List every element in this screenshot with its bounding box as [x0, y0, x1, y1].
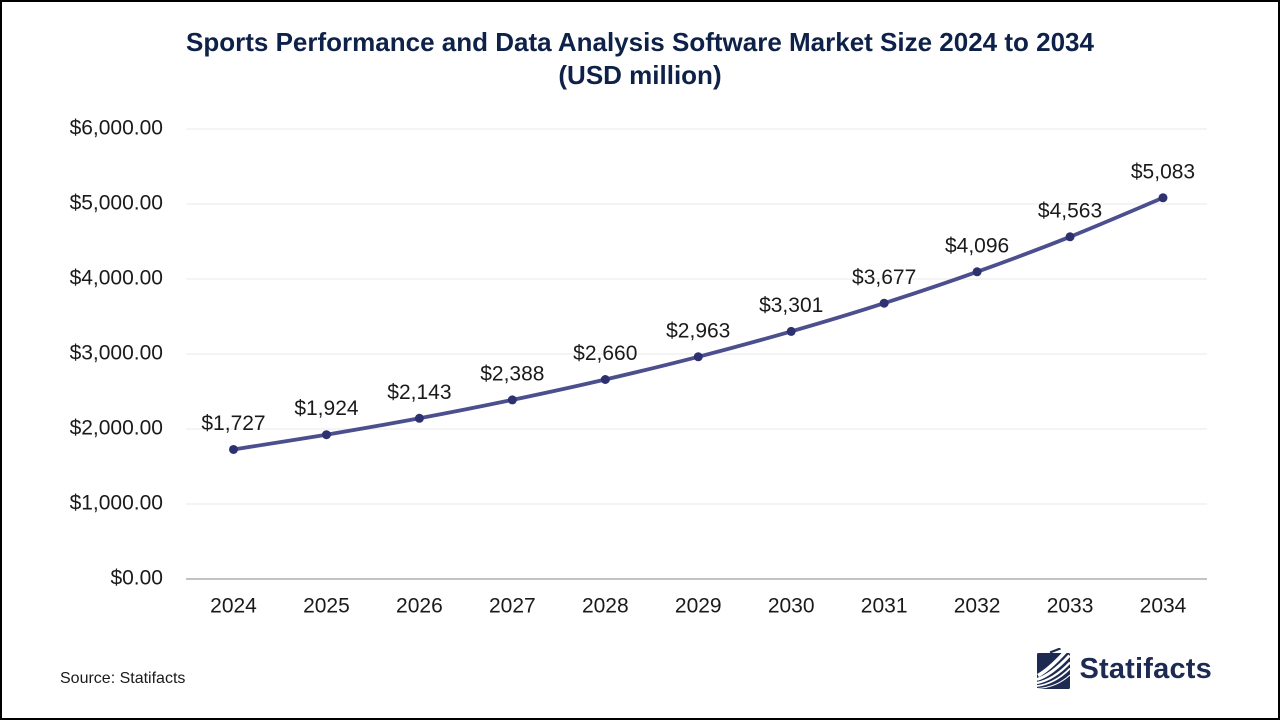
y-axis-tick-label: $3,000.00 [70, 342, 163, 365]
x-axis-label: 2033 [1047, 595, 1094, 618]
chart-title: Sports Performance and Data Analysis Sof… [2, 26, 1278, 92]
data-point-marker [229, 444, 238, 454]
data-point-label: $2,660 [573, 342, 637, 365]
source-note: Source: Statifacts [60, 670, 186, 687]
x-axis-label: 2026 [396, 595, 443, 618]
data-point-label: $3,301 [759, 294, 823, 317]
x-axis-label: 2027 [489, 595, 536, 618]
data-point-marker [507, 395, 517, 405]
data-point-label: $4,563 [1038, 199, 1102, 222]
data-point-marker [1158, 193, 1168, 203]
y-axis-tick-label: $0.00 [110, 567, 163, 590]
data-point-label: $1,727 [201, 412, 265, 435]
y-axis-tick-label: $1,000.00 [70, 492, 163, 515]
data-point-marker [786, 326, 796, 336]
x-axis-label: 2031 [861, 595, 908, 618]
x-axis-label: 2030 [768, 595, 815, 618]
x-axis-label: 2028 [582, 595, 629, 618]
y-axis-tick-label: $5,000.00 [70, 192, 163, 215]
x-axis-label: 2025 [303, 595, 350, 618]
y-axis-tick-label: $4,000.00 [70, 267, 163, 290]
data-point-marker [321, 430, 331, 440]
data-point-marker [414, 413, 424, 423]
x-axis-label: 2034 [1140, 595, 1187, 618]
chart-title-line2: (USD million) [558, 60, 722, 90]
x-axis-label: 2024 [210, 595, 257, 618]
data-point-label: $5,083 [1131, 160, 1195, 183]
data-point-marker [1065, 232, 1075, 242]
data-point-label: $2,388 [480, 362, 544, 385]
y-axis-tick-label: $6,000.00 [70, 117, 163, 140]
statifacts-logo: Statifacts [1036, 648, 1212, 690]
data-point-marker [693, 352, 703, 362]
y-axis-tick-label: $2,000.00 [70, 417, 163, 440]
data-point-marker [600, 375, 610, 384]
data-point-label: $1,924 [294, 397, 359, 420]
data-point-marker [972, 267, 982, 277]
x-axis-label: 2029 [675, 595, 722, 618]
chart-title-line1: Sports Performance and Data Analysis Sof… [186, 27, 1094, 57]
data-point-label: $2,963 [666, 319, 730, 342]
statifacts-logo-text: Statifacts [1079, 652, 1212, 685]
data-point-label: $4,096 [945, 234, 1009, 257]
data-point-marker [879, 298, 889, 308]
x-axis-label: 2032 [954, 595, 1001, 618]
data-point-label: $2,143 [387, 381, 451, 404]
statifacts-logo-icon [1036, 648, 1072, 690]
data-point-label: $3,677 [852, 266, 916, 289]
